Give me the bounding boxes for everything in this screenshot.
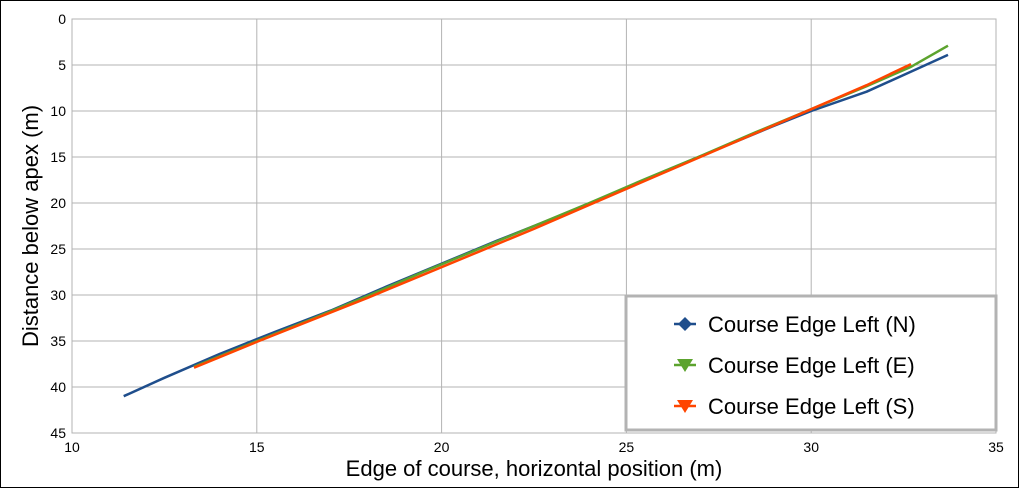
x-tick-label: 10: [64, 439, 80, 455]
y-tick-label: 5: [58, 57, 66, 73]
y-tick-label: 20: [50, 195, 66, 211]
plot-area-border: [71, 18, 997, 434]
legend-item: Course Edge Left (N): [674, 312, 916, 337]
legend-item: Course Edge Left (S): [674, 394, 915, 419]
legend-label: Course Edge Left (S): [708, 394, 915, 419]
triangle-down-marker-icon: [677, 359, 693, 372]
legend-items: Course Edge Left (N) Course Edge Left (E)…: [674, 312, 916, 419]
legend: Course Edge Left (N) Course Edge Left (E)…: [624, 294, 998, 432]
y-tick-label: 15: [50, 149, 66, 165]
x-tick-label: 15: [249, 439, 265, 455]
x-tick-label: 35: [988, 439, 1004, 455]
x-tick-label: 25: [619, 439, 635, 455]
y-tick-label: 30: [50, 287, 66, 303]
y-tick-label: 35: [50, 333, 66, 349]
y-axis-title: Distance below apex (m): [18, 105, 43, 347]
x-axis-ticks: 10 15 20 25 30 35: [64, 439, 1004, 455]
y-tick-label: 0: [58, 11, 66, 27]
legend-item: Course Edge Left (E): [674, 353, 915, 378]
series-line: [193, 62, 912, 369]
legend-label: Course Edge Left (E): [708, 353, 915, 378]
triangle-down-marker-icon: [677, 400, 693, 413]
legend-label: Course Edge Left (N): [708, 312, 916, 337]
y-tick-label: 10: [50, 103, 66, 119]
y-axis-ticks: 0 5 10 15 20 25 30 35 40 45: [50, 11, 66, 441]
x-axis-title: Edge of course, horizontal position (m): [346, 456, 723, 481]
series-lines: [123, 44, 949, 398]
diamond-marker-icon: [678, 317, 692, 331]
series-2: [193, 62, 912, 369]
x-tick-label: 30: [803, 439, 819, 455]
y-tick-label: 45: [50, 425, 66, 441]
y-tick-label: 25: [50, 241, 66, 257]
y-tick-label: 40: [50, 379, 66, 395]
x-tick-label: 20: [434, 439, 450, 455]
